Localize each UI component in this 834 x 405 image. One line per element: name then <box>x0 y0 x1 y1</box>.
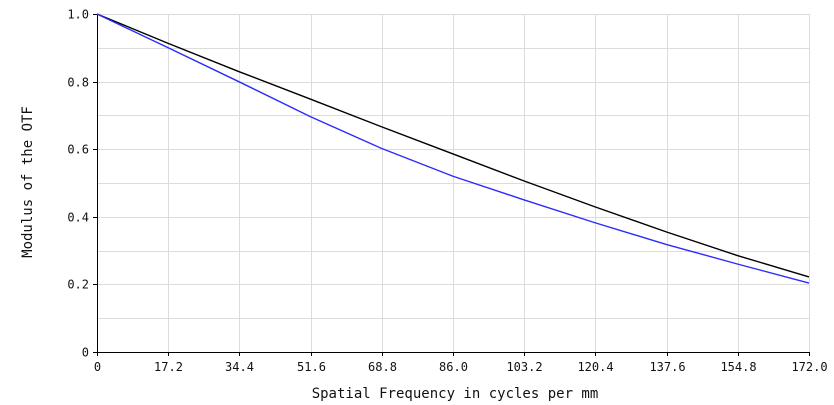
series-line-2 <box>96 13 810 284</box>
x-tick-label: 34.4 <box>225 360 254 374</box>
y-axis-title: Modulus of the OTF <box>20 106 36 258</box>
x-tick-label: 103.2 <box>506 360 542 374</box>
x-tick-label: 86.0 <box>439 360 468 374</box>
y-tick-label: 0.6 <box>67 143 89 157</box>
x-tick-label: 0 <box>94 360 101 374</box>
x-tick-label: 172.0 <box>791 360 827 374</box>
y-tick-label: 0.2 <box>67 278 89 292</box>
x-tick-label: 68.8 <box>368 360 397 374</box>
x-axis-title: Spatial Frequency in cycles per mm <box>312 386 599 402</box>
x-tick-label: 154.8 <box>720 360 756 374</box>
x-tick-label: 137.6 <box>649 360 685 374</box>
x-tick-label: 51.6 <box>297 360 326 374</box>
series-layer <box>96 13 810 284</box>
axes-layer <box>93 14 810 356</box>
x-tick-label: 120.4 <box>577 360 613 374</box>
y-tick-label: 0.4 <box>67 211 89 225</box>
y-tick-label: 1.0 <box>67 8 89 22</box>
labels-layer: 0 17.2 34.4 51.6 68.8 86.0 103.2 120.4 137.6 154.… <box>67 8 827 375</box>
y-tick-label: 0.8 <box>67 76 89 90</box>
y-tick-label: 0 <box>82 346 89 360</box>
grid-layer <box>97 14 809 352</box>
series-line-1 <box>96 13 810 278</box>
x-tick-label: 17.2 <box>154 360 183 374</box>
